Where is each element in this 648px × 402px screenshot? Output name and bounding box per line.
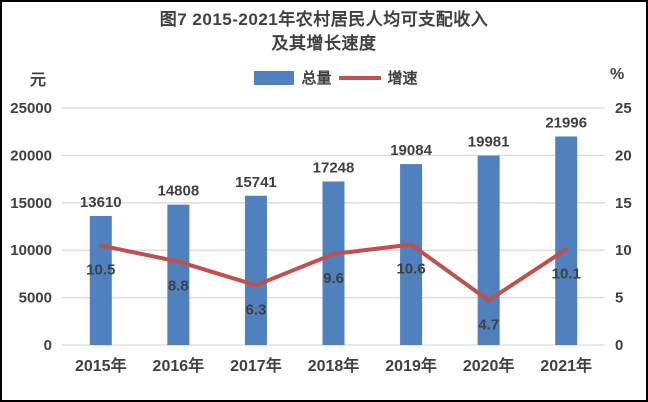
bar-value-label: 15741 [235, 174, 277, 191]
y-axis-tick-right: 20 [615, 147, 632, 164]
bar-2021年 [555, 136, 578, 345]
y-axis-tick-right: 15 [615, 195, 632, 212]
y-axis-tick-left: 25000 [10, 100, 52, 117]
y-axis-tick-right: 25 [615, 100, 632, 117]
line-value-label: 8.8 [168, 278, 189, 295]
right-axis-unit-label: % [610, 66, 625, 83]
legend-line-swatch-icon [338, 75, 381, 80]
bar-2017年 [244, 195, 267, 345]
legend-bar-swatch-icon [254, 70, 295, 85]
x-axis-tick: 2021年 [540, 356, 592, 375]
line-value-label: 10.1 [552, 265, 581, 282]
chart-title-line2: 及其增长速度 [271, 34, 377, 53]
legend-label-growth: 增速 [387, 70, 418, 87]
bar-value-label: 19981 [468, 134, 510, 151]
line-value-label: 10.5 [86, 261, 115, 278]
growth-line [98, 242, 569, 303]
y-axis-tick-left: 10000 [10, 242, 52, 259]
chart-title-line1: 图7 2015-2021年农村居民人均可支配收入 [159, 10, 489, 29]
y-axis-tick-right: 5 [615, 290, 623, 307]
x-axis-tick: 2018年 [308, 356, 360, 375]
bar-2019年 [400, 164, 423, 345]
legend-label-total: 总量 [301, 70, 332, 87]
bar-2018年 [322, 181, 345, 345]
bar-2015年 [89, 215, 112, 345]
line-value-label: 4.7 [478, 316, 499, 333]
bar-value-label: 13610 [80, 194, 122, 211]
y-axis-tick-right: 0 [615, 337, 623, 354]
bar-value-label: 21996 [545, 114, 587, 131]
line-value-label: 10.6 [396, 261, 425, 278]
x-axis-tick: 2017年 [230, 356, 282, 375]
y-axis-tick-left: 0 [44, 337, 52, 354]
bar-2016年 [167, 204, 190, 345]
left-axis-unit-label: 元 [30, 72, 47, 89]
bar-value-label: 14808 [157, 183, 199, 200]
bar-value-label: 17248 [313, 159, 355, 176]
chart-legend: 总量 增速 [14, 67, 646, 88]
y-axis-tick-left: 15000 [10, 195, 52, 212]
x-axis-tick: 2016年 [153, 356, 205, 375]
bar-value-label: 19084 [390, 142, 432, 159]
chart-title: 图7 2015-2021年农村居民人均可支配收入 及其增长速度 [2, 8, 646, 56]
y-axis-tick-right: 10 [615, 242, 632, 259]
x-axis-tick: 2019年 [385, 356, 437, 375]
x-axis-tick: 2015年 [75, 356, 127, 375]
x-axis-tick: 2020年 [463, 356, 515, 375]
line-value-label: 9.6 [323, 270, 344, 287]
y-axis-tick-left: 20000 [10, 147, 52, 164]
line-value-label: 6.3 [245, 301, 266, 318]
y-axis-tick-left: 5000 [19, 290, 52, 307]
